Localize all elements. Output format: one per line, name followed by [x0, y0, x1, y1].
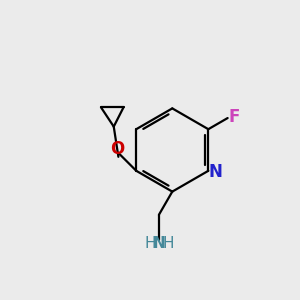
- Text: H: H: [144, 236, 156, 251]
- Text: F: F: [229, 108, 240, 126]
- Text: O: O: [110, 140, 124, 158]
- Text: N: N: [209, 163, 223, 181]
- Text: H: H: [162, 236, 174, 251]
- Text: N: N: [152, 236, 165, 251]
